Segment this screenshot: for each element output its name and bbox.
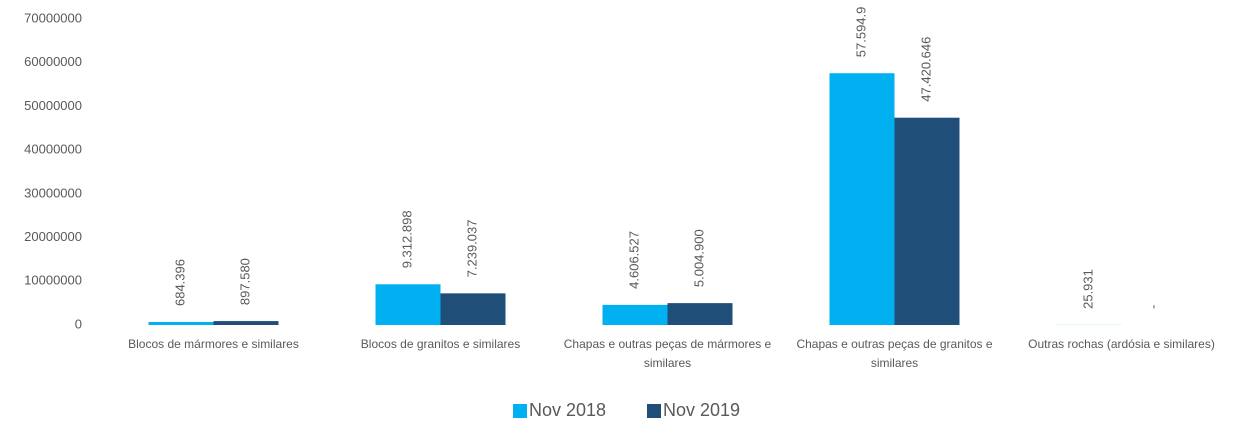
bar xyxy=(213,321,279,325)
bar xyxy=(829,73,895,325)
value-label: 7.239.037 xyxy=(464,220,479,278)
value-label: - xyxy=(1145,305,1160,309)
y-tick-label: 30000000 xyxy=(24,185,82,200)
x-tick-label-box: Chapas e outras peças de mármores e simi… xyxy=(563,337,772,370)
x-tick-label: Chapas e outras peças de granitos e simi… xyxy=(796,337,993,370)
bar xyxy=(148,322,214,325)
value-label: 57.594.9 xyxy=(853,7,868,58)
bar xyxy=(440,293,506,325)
value-label: 47.420.646 xyxy=(918,37,933,102)
y-tick-label: 0 xyxy=(75,316,82,331)
x-tick-label-box: Blocos de granitos e similares xyxy=(360,337,521,351)
legend-label: Nov 2019 xyxy=(663,400,740,420)
legend-label: Nov 2018 xyxy=(529,400,606,420)
x-tick-label: Outras rochas (ardósia e similares) xyxy=(1028,337,1215,351)
value-label: 684.396 xyxy=(172,259,187,306)
x-tick-label: Chapas e outras peças de mármores e simi… xyxy=(563,337,772,370)
y-tick-label: 60000000 xyxy=(24,54,82,69)
y-tick-label: 10000000 xyxy=(24,273,82,288)
y-tick-label: 50000000 xyxy=(24,98,82,113)
bar xyxy=(602,304,668,325)
y-tick-label: 40000000 xyxy=(24,142,82,157)
bar xyxy=(375,284,441,325)
x-tick-label-box: Blocos de mármores e similares xyxy=(128,337,299,351)
value-label: 5.004.900 xyxy=(691,229,706,287)
bar xyxy=(667,303,733,325)
x-tick-label-box: Chapas e outras peças de granitos e simi… xyxy=(796,337,993,370)
legend-swatch xyxy=(647,404,661,418)
value-label: 9.312.898 xyxy=(399,210,414,268)
x-tick-label: Blocos de granitos e similares xyxy=(360,337,521,351)
x-tick-label: Blocos de mármores e similares xyxy=(128,337,299,351)
value-label: 4.606.527 xyxy=(626,231,641,289)
value-label: 897.580 xyxy=(237,258,252,305)
legend-swatch xyxy=(513,404,527,418)
x-tick-label-box: Outras rochas (ardósia e similares) xyxy=(1028,337,1215,351)
value-label: 25.931 xyxy=(1080,269,1095,309)
y-tick-label: 20000000 xyxy=(24,229,82,244)
bar xyxy=(894,117,960,325)
y-tick-label: 70000000 xyxy=(24,10,82,25)
